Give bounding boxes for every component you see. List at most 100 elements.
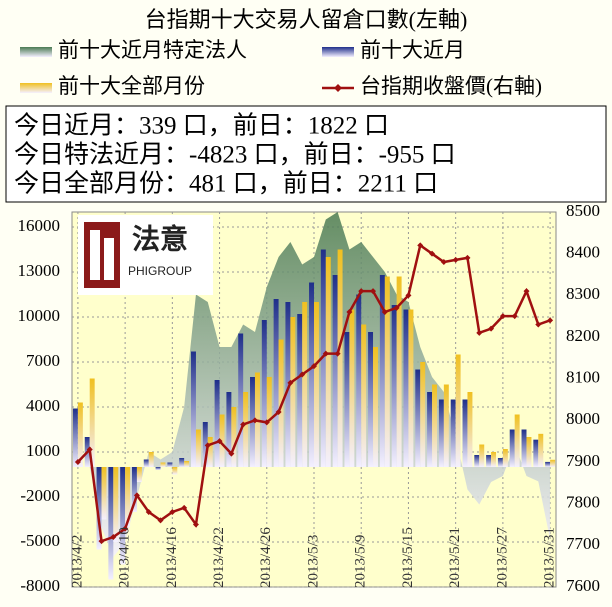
bar (332, 275, 338, 467)
legend-swatch (334, 84, 342, 92)
bar (167, 462, 173, 467)
x-tick-label: 2013/4/2 (69, 535, 85, 588)
bar (108, 467, 114, 580)
x-tick-label: 2013/4/22 (211, 527, 227, 588)
bar (415, 369, 421, 467)
y2-tick-label: 8300 (566, 284, 600, 303)
line-marker (429, 250, 436, 257)
summary-line: 今日特法近月：-4823 口，前日：-955 口 (14, 141, 456, 169)
line-marker (299, 371, 306, 378)
bar (533, 439, 539, 467)
bar (231, 407, 237, 467)
bar (314, 302, 319, 467)
logo-mark (90, 230, 100, 280)
bar (155, 467, 161, 470)
bar (368, 332, 374, 467)
bar (384, 276, 390, 467)
bar (521, 429, 527, 467)
bar (450, 399, 456, 467)
logo-mark (84, 222, 120, 288)
bar (379, 275, 385, 467)
bar (502, 449, 508, 467)
line-marker (523, 288, 530, 295)
bar (143, 459, 149, 467)
line-marker (86, 446, 93, 453)
x-tick-label: 2013/5/9 (353, 535, 369, 588)
bar (125, 467, 131, 527)
bar (160, 462, 166, 467)
bar (179, 458, 185, 467)
y2-tick-label: 7800 (566, 493, 600, 512)
y2-tick-label: 7600 (566, 576, 600, 595)
line-marker (240, 421, 247, 428)
logo-sub: PHIGROUP (128, 264, 192, 278)
line-marker (311, 363, 317, 370)
bar (361, 324, 367, 467)
summary-line: 今日全部月份：481 口，前日：2211 口 (14, 170, 438, 198)
bar (273, 299, 279, 467)
bar (207, 437, 213, 467)
y-tick-label: 13000 (18, 261, 61, 280)
bar (77, 402, 83, 467)
logo-text: 法意 (132, 222, 188, 255)
x-tick-label: 2013/5/21 (447, 527, 463, 588)
bar (261, 320, 267, 467)
line-marker (157, 517, 164, 524)
line-marker (322, 350, 329, 357)
line-marker (334, 350, 341, 357)
line-marker (417, 242, 424, 249)
line-marker (511, 313, 518, 320)
line-marker (358, 288, 365, 295)
y-tick-label: 16000 (18, 216, 61, 235)
x-tick-label: 2013/4/16 (164, 527, 180, 588)
y-tick-label: 4000 (26, 396, 60, 415)
bar (172, 467, 178, 475)
legend-swatch (322, 47, 354, 57)
bar (432, 384, 438, 467)
bar (491, 452, 497, 467)
bar (120, 467, 126, 565)
line-marker (488, 325, 495, 332)
bar (509, 429, 515, 467)
y2-tick-label: 8500 (566, 201, 600, 220)
line-marker (535, 321, 542, 328)
y2-tick-label: 8000 (566, 409, 600, 428)
bar (89, 378, 95, 467)
line-marker (405, 292, 412, 299)
line-marker (547, 317, 554, 324)
summary-line: 今日近月：339 口，前日：1822 口 (14, 112, 389, 140)
x-tick-label: 2013/5/3 (305, 535, 321, 588)
bar (538, 433, 544, 467)
x-tick-label: 2013/4/10 (117, 527, 133, 588)
bar (148, 452, 154, 467)
y-tick-label: -2000 (20, 486, 60, 505)
bar (214, 380, 220, 467)
y-tick-label: 1000 (26, 441, 60, 460)
bar (420, 362, 426, 467)
bar (290, 317, 296, 467)
legend-label: 前十大近月 (360, 38, 465, 62)
y2-tick-label: 8200 (566, 326, 600, 345)
logo-mark (104, 238, 114, 280)
line-marker (464, 254, 471, 261)
y2-tick-label: 8100 (566, 368, 600, 387)
x-tick-label: 2013/4/26 (258, 527, 274, 588)
bar (113, 467, 119, 542)
bar (462, 399, 468, 467)
line-marker (476, 329, 483, 336)
bar (325, 257, 331, 467)
y-tick-label: -5000 (20, 531, 60, 550)
line-marker (263, 419, 270, 426)
bar (479, 444, 485, 467)
bar (545, 461, 551, 467)
bar (474, 455, 480, 467)
bar (455, 354, 461, 467)
bar (403, 309, 409, 467)
chart-title: 台指期十大交易人留倉口數(左軸) (145, 7, 468, 32)
line-marker (499, 313, 506, 320)
bar (243, 392, 249, 467)
line-marker (74, 459, 81, 465)
bar (96, 467, 102, 550)
line-marker (181, 504, 188, 511)
x-tick-label: 2013/5/31 (542, 527, 558, 588)
